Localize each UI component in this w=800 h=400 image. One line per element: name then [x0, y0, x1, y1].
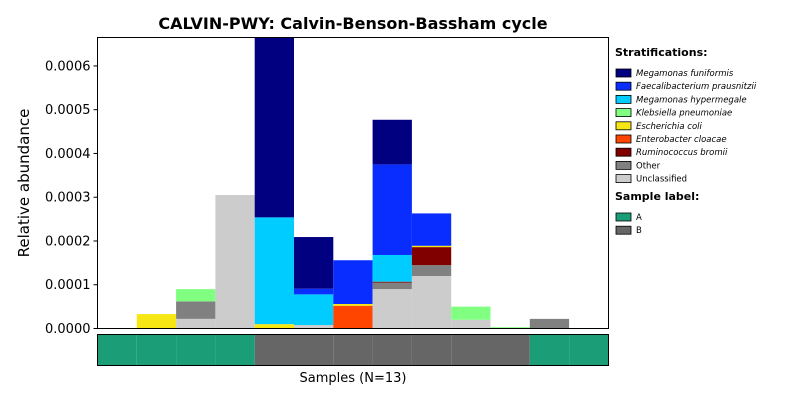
y-axis: 0.0000 0.0001 0.0002 0.0003 0.0004 0.0005 0.00…	[45, 59, 98, 337]
legend-item: Megamonas hypermegale	[615, 95, 747, 105]
sample-label-cell	[333, 334, 373, 366]
bar-segment	[176, 301, 216, 319]
legend-swatch	[615, 121, 632, 131]
legend-item: Faecalibacterium prausnitzii	[615, 81, 757, 92]
bar-segment	[294, 237, 334, 289]
bar-segment	[254, 217, 294, 325]
bar-segment	[451, 319, 491, 329]
sample-label-cell	[215, 334, 255, 366]
bar-segment	[294, 288, 334, 295]
bar-segment	[372, 281, 412, 283]
bar-segment	[215, 195, 255, 329]
bar-segment	[176, 318, 216, 329]
bar-segment	[411, 245, 452, 248]
legend-swatch	[615, 68, 632, 78]
legend-label: Ruminococcus bromii	[636, 148, 728, 158]
legend: Stratifications: Megamonas funiformis Faec…	[615, 46, 757, 236]
legend-swatch	[615, 174, 632, 184]
plot-frame	[97, 37, 609, 329]
legend-item: Unclassified	[615, 174, 687, 185]
legend-swatch	[615, 212, 632, 222]
legend-swatch	[615, 147, 632, 157]
chart-title: CALVIN-PWY: Calvin-Benson-Bassham cycle	[158, 14, 547, 33]
sample-label-cell	[490, 334, 530, 366]
bar-segment	[333, 305, 373, 329]
legend-label: A	[636, 213, 642, 223]
bar-segment	[136, 314, 177, 329]
bar-segment	[372, 289, 412, 329]
bar-segment	[372, 282, 412, 290]
legend-item: Klebsiella pneumoniae	[615, 108, 732, 119]
plot-area	[136, 37, 570, 329]
sample-legend-item: A	[615, 212, 642, 223]
bar-segment	[372, 164, 412, 255]
bar-segment	[490, 327, 530, 329]
legend-label: Escherichia coli	[636, 122, 703, 132]
sample-label-cell	[411, 334, 452, 366]
bar-segment	[411, 275, 452, 329]
bar-segment	[294, 294, 334, 325]
legend-item: Other	[615, 160, 661, 171]
legend-label: B	[636, 226, 642, 236]
sample-legend-item: B	[615, 225, 642, 236]
sample-legend-title: Sample label:	[615, 190, 699, 203]
sample-label-cell	[97, 334, 137, 366]
legend-swatch	[615, 160, 632, 170]
legend-item: Escherichia coli	[615, 121, 703, 132]
sample-label-cell	[254, 334, 294, 366]
legend-swatch	[615, 108, 632, 117]
bar-segment	[411, 265, 452, 276]
x-axis-label: Samples (N=13)	[300, 371, 407, 386]
legend-label: Megamonas funiformis	[636, 69, 734, 79]
legend-title: Stratifications:	[615, 46, 708, 59]
legend-item: Ruminococcus bromii	[615, 147, 728, 158]
bar-segment	[294, 325, 334, 329]
sample-label-strip	[97, 334, 609, 366]
bar-segment	[176, 289, 216, 302]
bar-segment	[333, 260, 373, 304]
sample-label-cell	[176, 334, 216, 366]
legend-swatch	[615, 134, 632, 144]
legend-item: Megamonas funiformis	[615, 68, 734, 79]
y-tick-label: 0.0006	[45, 59, 91, 74]
legend-label: Megamonas hypermegale	[636, 95, 747, 105]
sample-label-cell	[451, 334, 491, 366]
bar-segment	[372, 254, 412, 282]
sample-label-cell	[569, 334, 609, 366]
y-tick-label: 0.0003	[45, 191, 91, 206]
bar-segment	[254, 324, 294, 329]
legend-label: Faecalibacterium prausnitzii	[636, 82, 757, 92]
bar-segment	[254, 37, 294, 218]
legend-swatch	[615, 95, 632, 104]
y-tick-label: 0.0001	[45, 278, 91, 293]
legend-item: Enterobacter cloacae	[615, 134, 727, 145]
legend-swatch	[615, 225, 632, 235]
legend-label: Klebsiella pneumoniae	[636, 109, 732, 119]
bar-segment	[333, 303, 373, 306]
bar-segment	[372, 119, 412, 165]
sample-label-cell	[294, 334, 334, 366]
y-tick-label: 0.0004	[45, 147, 91, 162]
y-tick-label: 0.0002	[45, 234, 91, 249]
label-strip-frame	[97, 334, 609, 366]
legend-label: Unclassified	[636, 175, 687, 185]
sample-label-cell	[136, 334, 177, 366]
legend-label: Enterobacter cloacae	[636, 135, 727, 145]
y-tick-label: 0.0000	[45, 322, 91, 337]
y-tick-label: 0.0005	[45, 103, 91, 118]
legend-label: Other	[636, 161, 661, 171]
sample-label-cell	[529, 334, 570, 366]
sample-label-cell	[372, 334, 412, 366]
bar-segment	[411, 213, 452, 246]
bar-segment	[451, 306, 491, 320]
legend-swatch	[615, 81, 632, 91]
y-axis-label: Relative abundance	[15, 109, 33, 258]
bar-segment	[529, 318, 570, 329]
bar-segment	[411, 247, 452, 266]
